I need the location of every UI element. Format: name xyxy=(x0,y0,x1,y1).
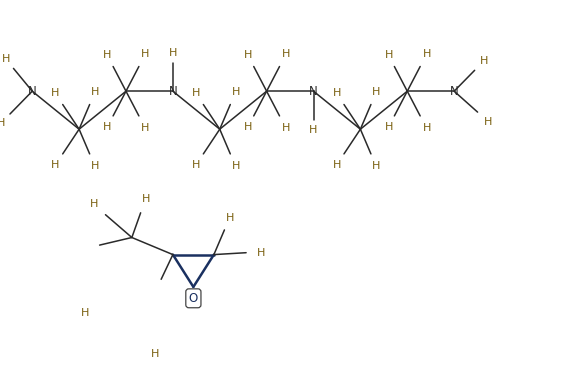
Text: H: H xyxy=(192,160,200,170)
Text: H: H xyxy=(423,123,431,133)
Text: N: N xyxy=(450,85,458,98)
Text: H: H xyxy=(51,89,60,98)
Text: H: H xyxy=(484,117,492,127)
Text: H: H xyxy=(244,51,252,60)
Text: H: H xyxy=(2,54,10,64)
Text: H: H xyxy=(423,49,431,59)
Text: H: H xyxy=(282,123,290,133)
Text: H: H xyxy=(282,49,290,59)
Text: N: N xyxy=(169,85,177,98)
Text: H: H xyxy=(231,161,240,171)
Text: N: N xyxy=(28,85,36,98)
Text: H: H xyxy=(192,89,200,98)
Text: H: H xyxy=(384,51,393,60)
Text: H: H xyxy=(372,161,380,171)
Text: H: H xyxy=(151,349,159,359)
Text: H: H xyxy=(231,87,240,97)
Text: H: H xyxy=(244,122,252,132)
Text: H: H xyxy=(257,248,265,258)
Text: H: H xyxy=(169,48,177,58)
Text: H: H xyxy=(384,122,393,132)
Text: H: H xyxy=(90,200,98,209)
Text: O: O xyxy=(189,292,198,305)
Text: H: H xyxy=(91,161,99,171)
Text: H: H xyxy=(0,118,5,128)
Text: H: H xyxy=(372,87,380,97)
Text: N: N xyxy=(309,85,318,98)
Text: H: H xyxy=(141,49,149,59)
Text: H: H xyxy=(480,56,488,66)
Text: H: H xyxy=(226,212,234,223)
Text: H: H xyxy=(103,122,111,132)
Text: H: H xyxy=(81,308,89,318)
Text: H: H xyxy=(142,194,150,204)
Text: H: H xyxy=(141,123,149,133)
Text: H: H xyxy=(103,51,111,60)
Text: H: H xyxy=(91,87,99,97)
Text: H: H xyxy=(51,160,60,170)
Text: H: H xyxy=(309,125,318,135)
Text: H: H xyxy=(332,160,341,170)
Text: H: H xyxy=(332,89,341,98)
